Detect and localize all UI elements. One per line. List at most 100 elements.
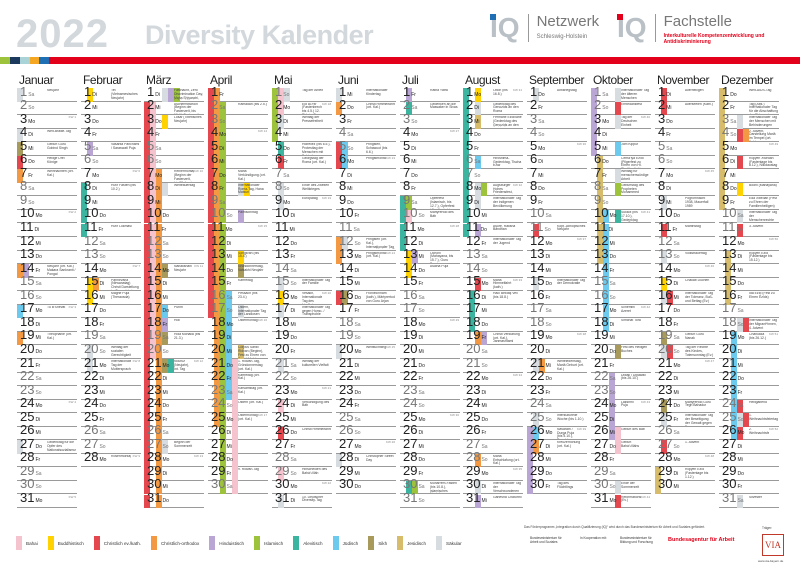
day-row[interactable]: 12Mi [591, 234, 651, 251]
day-row[interactable]: 11Mo KW 15 [208, 220, 268, 238]
day-row[interactable]: 9So [17, 193, 77, 210]
day-row[interactable]: 13Do [17, 247, 77, 265]
day-row[interactable]: 13Sa [463, 247, 523, 265]
day-row[interactable]: Hinscheiden des Bahá'u'lláh 29So [272, 464, 332, 481]
day-row[interactable]: 4So [527, 125, 587, 143]
day-row[interactable]: 27Mi [208, 437, 268, 454]
day-row[interactable]: Îda Êzîd (Fest zu Ehren Êzîds) 16Fr [719, 288, 779, 305]
day-row[interactable]: Fastnacht, Zero Discrimination Day, Maha… [144, 85, 204, 102]
day-row[interactable]: 4Fr [655, 125, 715, 143]
day-row[interactable]: 21Fr [591, 356, 651, 373]
day-row[interactable]: 23Mi [81, 383, 141, 400]
day-row[interactable]: Asalha Puja 14Do [400, 261, 460, 278]
day-row[interactable]: 8Do [527, 179, 587, 197]
day-row[interactable]: 23So [17, 383, 77, 400]
day-row[interactable]: Internationaler Tag der Jugend 12Fr [463, 234, 523, 251]
day-row[interactable]: Pfingsten (ort. Kal.), Internationaler T… [336, 234, 396, 251]
day-row[interactable]: 7Mi [719, 166, 779, 183]
day-row[interactable]: 20Fr [272, 342, 332, 359]
day-row[interactable]: 22Di [81, 369, 141, 387]
day-row[interactable]: 22Sa [17, 369, 77, 387]
day-row[interactable]: 25Fr [81, 410, 141, 427]
day-row[interactable]: 20Do [17, 342, 77, 359]
day-row[interactable]: Mariä Himmelfahrt (kath.) 15Mo KW 33 [463, 274, 523, 292]
day-row[interactable]: Palmsonntag 10So [208, 206, 268, 224]
day-row[interactable]: Verkündigung des Báb 24Di [272, 396, 332, 414]
day-row[interactable]: 15Mi [336, 274, 396, 292]
day-row[interactable]: 6Di [527, 152, 587, 170]
day-row[interactable]: Augsburger Hohes Friedensfest, Aschura8M… [463, 179, 523, 197]
day-row[interactable]: Holi 18Fr [144, 315, 204, 332]
day-row[interactable]: 14Mo KW 7 [81, 261, 141, 278]
day-row[interactable]: Pogromnacht 1938, Mauerfall 1989 9Mi [655, 193, 715, 210]
day-row[interactable]: Schemini Azeret 17Mo KW 42 [591, 301, 651, 319]
day-row[interactable]: 24Mo KW 4 [17, 396, 77, 414]
day-row[interactable]: 31So [400, 491, 460, 509]
day-row[interactable]: 19So [336, 328, 396, 346]
day-row[interactable]: 29Fr [400, 464, 460, 481]
day-row[interactable]: Tag (Abs.) Internationaler Tag für die A… [719, 98, 779, 116]
day-row[interactable]: 29Do [719, 464, 779, 481]
day-row[interactable]: Tag des Flüchtlings 30Fr [527, 477, 587, 495]
day-row[interactable]: 4Mi [272, 125, 332, 143]
day-row[interactable]: 25Di [17, 410, 77, 427]
day-row[interactable]: 19Do [272, 328, 332, 346]
day-row[interactable]: Christi Himmelfahrt 26Do [272, 423, 332, 441]
day-row[interactable]: Ochoni (Mahayana, bis 15.7.), Guru Purni… [400, 247, 460, 265]
day-row[interactable]: 19Di [208, 328, 268, 346]
day-row[interactable]: 4Sa [336, 125, 396, 143]
day-row[interactable]: 30Mo KW 22 [272, 477, 332, 495]
day-row[interactable]: 9Sa [208, 193, 268, 210]
day-row[interactable]: Aşure, Raksha Bandhan 11Do [463, 220, 523, 238]
day-row[interactable]: 8Di [655, 179, 715, 197]
day-row[interactable]: 14So [463, 261, 523, 278]
day-row[interactable]: 6So [655, 152, 715, 170]
day-row[interactable]: 5Sa [144, 139, 204, 156]
day-row[interactable]: Ostern, Internationaler Tag der Landlose… [208, 301, 268, 319]
day-row[interactable]: Gedenken an die Massaker in Sivas 2Sa [400, 98, 460, 116]
day-row[interactable]: Fest des Heiligen Buches 20Do [591, 342, 651, 359]
day-row[interactable]: 19Mi [591, 328, 651, 346]
day-row[interactable]: Weihnachten (ort. Kal.) 7Fr [17, 166, 77, 183]
day-row[interactable]: 26Mi [17, 423, 77, 441]
day-row[interactable]: 7Sa [272, 166, 332, 183]
day-row[interactable]: 28Mi [719, 450, 779, 468]
day-row[interactable]: Märtyrertod des Báb 10So [400, 206, 460, 224]
day-row[interactable]: 11Mi [272, 220, 332, 238]
day-row[interactable]: Gedenktag für die Opfer des Nationalsozi… [17, 437, 77, 454]
day-row[interactable]: 14Fr [591, 261, 651, 278]
day-row[interactable]: 3Do [81, 112, 141, 129]
day-row[interactable]: 27So [81, 437, 141, 454]
day-row[interactable]: 2Fr [527, 98, 587, 116]
day-row[interactable]: 23Mi [144, 383, 204, 400]
day-row[interactable]: 14Di [336, 261, 396, 278]
day-row[interactable]: 25Mo KW 30 [400, 410, 460, 427]
day-row[interactable]: Internationaler Tag der älteren Menschen… [591, 85, 651, 102]
day-row[interactable]: Ganesha Chaturthi 31Mi [463, 491, 523, 509]
day-row[interactable]: Chakab Düchen 15Di [655, 274, 715, 292]
day-row[interactable]: 9Mi [144, 193, 204, 210]
day-row[interactable]: 24Fr [336, 396, 396, 414]
day-row[interactable]: Weltflüchtlingstag20MoKW 25 [336, 342, 396, 359]
day-row[interactable]: 16Sa [400, 288, 460, 305]
day-row[interactable]: 26Sa [655, 423, 715, 441]
day-row[interactable]: 5Fr [463, 139, 523, 156]
day-row[interactable]: 27Sa [463, 437, 523, 454]
day-row[interactable]: Ende der Sommerzeit 30So [591, 477, 651, 495]
day-row[interactable]: Internationaler Tag gegen Homo- / Transp… [272, 301, 332, 319]
day-row[interactable]: 19Sa [81, 328, 141, 346]
day-row[interactable]: 4Fr [81, 125, 141, 143]
day-row[interactable]: Mariä Entschlafung (ort. Kal.) 28So [463, 450, 523, 468]
day-row[interactable]: 4Mo KW 14 [208, 125, 268, 143]
day-row[interactable]: Fermane Êzîdxanê (Gedenktag des Genozids… [463, 112, 523, 129]
day-row[interactable]: 13Di [527, 247, 587, 265]
day-row[interactable]: 12Do [272, 234, 332, 251]
day-row[interactable]: Nouruz (Neujahr), Int. Tag gegen Rassism… [144, 356, 204, 373]
day-row[interactable]: 28Sa [272, 450, 332, 468]
day-row[interactable]: 21Mi [719, 356, 779, 373]
day-row[interactable]: 28Do [400, 450, 460, 468]
day-row[interactable]: 18Mo KW 29 [400, 315, 460, 332]
day-row[interactable]: 29Sa [17, 464, 77, 481]
day-row[interactable]: Interkulturelle Woche (bis 1.10.) 25So [527, 410, 587, 427]
